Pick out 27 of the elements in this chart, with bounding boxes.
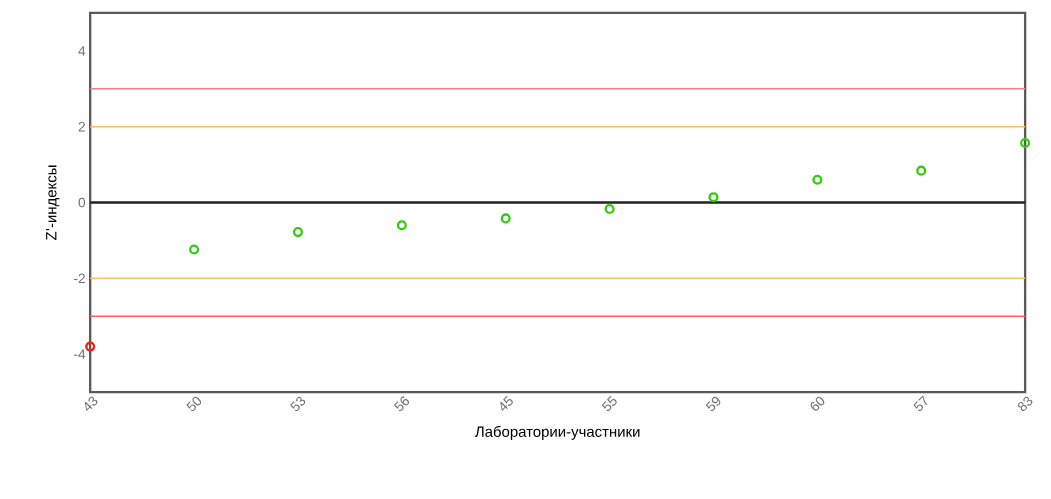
x-tick-label: 45: [500, 395, 513, 411]
y-axis-title: Z’-индексы: [46, 165, 60, 240]
x-axis-title: Лаборатории-участники: [475, 425, 640, 440]
point: [292, 226, 304, 238]
x-tick-label: 56: [393, 396, 410, 411]
x-tick-label: 57: [913, 395, 928, 411]
y-tick-label: 0: [78, 197, 86, 208]
x-tick-label: 43: [84, 396, 98, 411]
y-tick-label: -4: [74, 349, 86, 359]
x-tick-label: 55: [601, 395, 617, 411]
point: [708, 192, 719, 203]
point: [1020, 137, 1031, 148]
point: [396, 220, 407, 231]
y-tick-label: 4: [78, 46, 86, 56]
y-tick-label: -2: [74, 273, 85, 283]
y-tick-label: 2: [78, 121, 85, 132]
point: [604, 203, 615, 214]
x-tick-label: 83: [1017, 396, 1033, 411]
point: [85, 341, 96, 352]
point: [189, 244, 200, 255]
x-tick-label: 60: [810, 396, 825, 411]
x-tick-label: 59: [705, 396, 721, 411]
point: [916, 165, 927, 176]
x-tick-label: 50: [186, 396, 202, 411]
point: [500, 213, 511, 224]
x-tick-label: 53: [290, 396, 306, 411]
point: [812, 174, 823, 185]
